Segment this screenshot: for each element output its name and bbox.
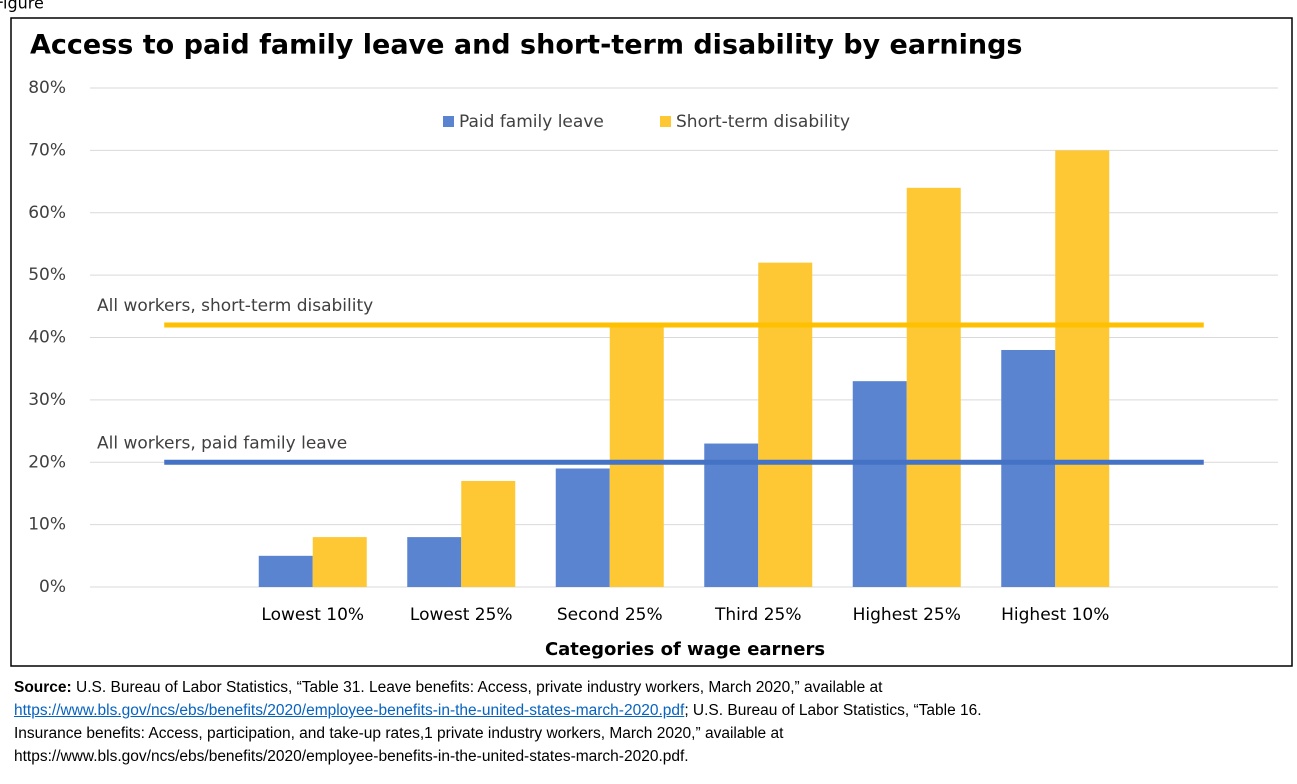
source-text: U.S. Bureau of Labor Statistics, “Table …: [76, 679, 883, 696]
chart-frame: [10, 17, 1293, 667]
plot-area: 0% 10% 20% 30% 40% 50% 60% 70% 80% Lowest 10% Lowe…: [28, 78, 1278, 625]
bar: [407, 537, 462, 587]
source-note: Source: U.S. Bureau of Labor Statistics,…: [14, 676, 1294, 768]
y-tick-label: 70%: [28, 140, 66, 160]
legend-label: Paid family leave: [459, 112, 604, 132]
bar: [609, 325, 664, 587]
legend-label: Short-term disability: [676, 112, 850, 132]
y-tick-label: 20%: [28, 452, 66, 472]
source-text: ; U.S. Bureau of Labor Statistics, “Tabl…: [684, 702, 982, 719]
source-text: Insurance benefits: Access, participatio…: [14, 725, 784, 742]
bar: [461, 480, 516, 587]
legend-swatch: [660, 116, 671, 127]
bar: [258, 555, 313, 587]
reference-label: All workers, short-term disability: [97, 296, 373, 316]
x-tick-label: Highest 25%: [853, 605, 961, 625]
x-tick-label: Lowest 10%: [261, 605, 364, 625]
source-url: https://www.bls.gov/ncs/ebs/benefits/202…: [14, 748, 689, 765]
bar: [1001, 349, 1056, 587]
bar: [555, 468, 610, 587]
bar: [906, 187, 961, 588]
bar: [758, 262, 813, 587]
source-line: Source: U.S. Bureau of Labor Statistics,…: [14, 676, 1294, 699]
source-line: https://www.bls.gov/ncs/ebs/benefits/202…: [14, 699, 1294, 722]
legend-swatch: [443, 116, 454, 127]
y-tick-label: 30%: [28, 390, 66, 410]
bar: [852, 381, 907, 587]
y-tick-label: 40%: [28, 328, 66, 348]
bar: [704, 443, 759, 587]
reference-label: All workers, paid family leave: [97, 433, 347, 453]
chart: Figure Access to paid family leave and s…: [0, 0, 1293, 667]
x-tick-label: Third 25%: [714, 605, 802, 625]
x-axis-title: Categories of wage earners: [545, 639, 825, 660]
source-link[interactable]: https://www.bls.gov/ncs/ebs/benefits/202…: [14, 702, 685, 719]
figure-label: Figure: [0, 0, 44, 13]
bar: [1055, 150, 1110, 587]
x-tick-label: Highest 10%: [1001, 605, 1109, 625]
y-tick-label: 60%: [28, 203, 66, 223]
y-tick-label: 50%: [28, 265, 66, 285]
y-tick-label: 80%: [28, 78, 66, 98]
source-label: Source:: [14, 679, 72, 696]
x-tick-label: Lowest 25%: [410, 605, 513, 625]
chart-title: Access to paid family leave and short-te…: [30, 30, 1023, 61]
bar: [312, 537, 367, 587]
y-tick-label: 0%: [39, 577, 66, 597]
y-tick-label: 10%: [28, 515, 66, 535]
x-tick-label: Second 25%: [557, 605, 663, 625]
